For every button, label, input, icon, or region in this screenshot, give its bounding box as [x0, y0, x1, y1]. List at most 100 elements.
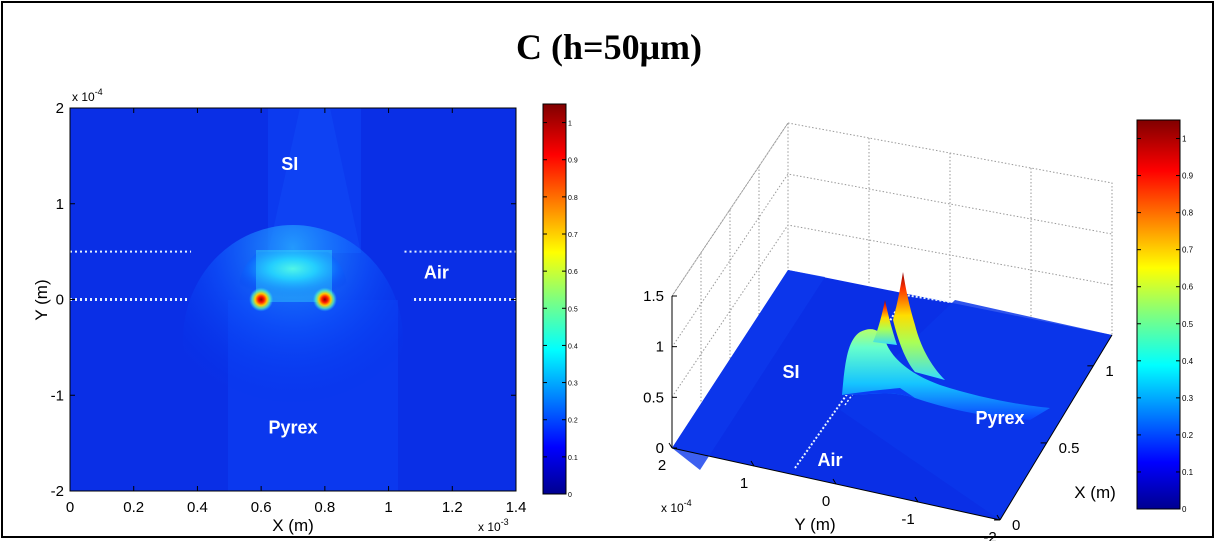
surface-colorbar: 0 0.1 0.2 0.3 0.4 0.5 0.6 0.7 0.8 0.9 1: [1136, 119, 1194, 514]
si-column-light: [268, 108, 361, 253]
surface-region-label: Air: [817, 450, 842, 470]
boundary-lines: [70, 250, 516, 301]
surface-region-label: SI: [782, 362, 799, 382]
surface-y-tick-label: 0: [822, 493, 830, 510]
colorbar-tick-label: 0.8: [568, 195, 578, 202]
surface-y-tick-mark: [996, 514, 1001, 521]
heatmap-y-ticks: -2 -1 0 1 2: [51, 100, 516, 500]
heatmap-x-tick-label: 0.6: [251, 499, 272, 516]
grid-z05: [671, 224, 1113, 398]
colorbar-tick-label: 0.2: [1182, 431, 1194, 440]
hotspots: [249, 287, 337, 312]
surface-x-tick-label: 0: [1012, 517, 1020, 534]
surface-y-tick-mark: [914, 496, 919, 503]
heatmap-y-multiplier: x 10-4: [72, 87, 103, 104]
colorbar-tick-label: 0.9: [568, 158, 578, 165]
surface-grid: [671, 121, 1113, 448]
heatmap-colorbar-ticks: 0 0.1 0.2 0.3 0.4 0.5 0.6 0.7 0.8 0.9 1: [543, 121, 578, 499]
heatmap-hotspot: [312, 287, 337, 312]
heatmap-region-labels: SI Air Pyrex: [268, 154, 448, 437]
surface-z-tick-label: 1.5: [643, 288, 664, 305]
surface-y-tick-mark: [668, 442, 673, 449]
figure-title: C (h=50μm): [516, 27, 702, 67]
surface-ridge-shadow: [842, 388, 915, 398]
surface-peak-2: [893, 272, 945, 380]
heatmap-hotspot: [249, 287, 274, 312]
surface-y-tick-label: 1: [740, 475, 748, 492]
colorbar-tick-label: 0.3: [568, 381, 578, 388]
colorbar-tick-label: 0.6: [1182, 283, 1194, 292]
surface-y-tick-mark: [750, 460, 755, 467]
colorbar-tick-label: 0.5: [568, 306, 578, 313]
colorbar-tick-label: 0.6: [568, 269, 578, 276]
colorbar-tick-label: 0.7: [568, 232, 578, 239]
pyrex-field-glow: [183, 225, 403, 455]
colorbar-tick-label: 0.4: [568, 343, 578, 350]
grid-top-back: [787, 122, 1113, 335]
heatmap-x-tick-label: 1: [384, 499, 392, 516]
heatmap-x-multiplier-exp: -3: [501, 517, 509, 527]
colorbar-tick-label: 0.9: [1182, 172, 1194, 181]
heatmap-x-tick-label: 1.2: [442, 499, 463, 516]
surface-ridge: [842, 329, 1050, 420]
grid-z1: [671, 173, 1113, 348]
colorbar-tick-label: 0.4: [1182, 357, 1194, 366]
heatmap-x-axis-label: X (m): [272, 516, 314, 535]
surface-z-tick-label: 1: [656, 339, 664, 356]
surface-peak-1: [873, 300, 897, 345]
surface-region-label: Pyrex: [975, 408, 1024, 428]
heatmap-y-axis-label: Y (m): [32, 279, 51, 320]
surface-colorbar-gradient: [1136, 119, 1181, 510]
colorbar-tick-label: 0.8: [1182, 209, 1194, 218]
heatmap-x-tick-label: 0.8: [314, 499, 335, 516]
heatmap-y-multiplier-base: x 10: [72, 90, 95, 104]
heatmap-colorbar-gradient: [542, 103, 567, 495]
colorbar-tick-label: 1: [568, 121, 572, 128]
heatmap-x-tick-label: 0.4: [187, 499, 208, 516]
colorbar-tick-label: 1: [1182, 135, 1187, 144]
surface-colorbar-ticks: 0 0.1 0.2 0.3 0.4 0.5 0.6 0.7 0.8 0.9 1: [1137, 135, 1194, 514]
heatmap-x-tick-label: 0: [66, 499, 74, 516]
heatmap-region-label: Air: [424, 262, 449, 282]
grid-left-back: [671, 121, 789, 448]
heatmap-x-tick-label: 0.2: [123, 499, 144, 516]
heatmap-field: [70, 108, 516, 491]
heatmap-x-ticks: 0 0.2 0.4 0.6 0.8 1 1.2 1.4: [66, 108, 527, 516]
colorbar-tick-label: 0: [1182, 505, 1187, 514]
surface-z-tick-label: 0: [656, 440, 664, 457]
surface-x-axis-label: X (m): [1074, 483, 1116, 502]
heatmap-colorbar: 0 0.1 0.2 0.3 0.4 0.5 0.6 0.7 0.8 0.9 1: [542, 103, 578, 499]
cavity-field: [238, 252, 347, 300]
heatmap-y-tick-label: 1: [56, 196, 64, 213]
heatmap-y-tick-label: -1: [51, 387, 64, 404]
surface-y-tick-label: -1: [901, 511, 914, 528]
heatmap-y-tick-label: -2: [51, 483, 64, 500]
surface-y-multiplier: x 10-4: [661, 498, 692, 515]
surface-z-tick-label: 0.5: [643, 389, 664, 406]
surface-si-region: [672, 270, 825, 470]
colorbar-tick-label: 0.1: [1182, 468, 1194, 477]
heatmap-x-tick-label: 1.4: [506, 499, 527, 516]
surface-region-labels: SI Air Pyrex: [782, 362, 1024, 470]
surface-x-tick-label: 0.5: [1059, 440, 1080, 457]
colorbar-tick-label: 0.1: [568, 455, 578, 462]
heatmap-y-multiplier-exp: -4: [95, 87, 103, 97]
surface-y-tick-label: 2: [658, 457, 666, 474]
colorbar-tick-label: 0: [568, 492, 572, 499]
surface-y-ticks: 2 1 0 -1 -2: [658, 442, 1001, 541]
surface-y-tick-label: -2: [983, 529, 996, 541]
surface-y-axis-label: Y (m): [794, 515, 835, 534]
heatmap-region-label: SI: [281, 154, 298, 174]
heatmap-y-tick-label: 0: [56, 292, 64, 309]
surface-z-ticks: 0 0.5 1 1.5: [643, 288, 677, 457]
heatmap-x-multiplier: x 10-3: [478, 517, 509, 534]
surface-x-tick-label: 1: [1105, 363, 1113, 380]
heatmap-x-multiplier-base: x 10: [478, 520, 501, 534]
heatmap-y-tick-label: 2: [56, 100, 64, 117]
surface-x-ticks: 00.51: [994, 334, 1114, 534]
colorbar-tick-label: 0.3: [1182, 394, 1194, 403]
